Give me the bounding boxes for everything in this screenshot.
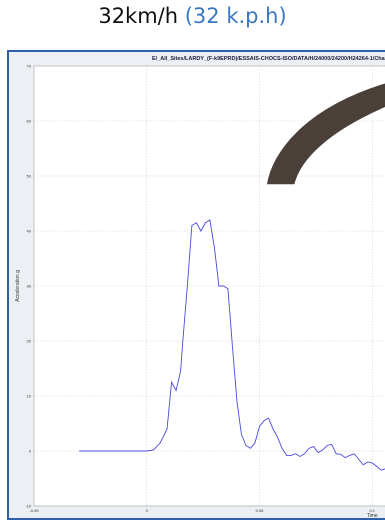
series-line xyxy=(79,219,385,471)
curved-arrow-annotation xyxy=(265,81,385,186)
window-title: E/_All_Sites/LARDY_(F-k9EPRD)/ESSAIS-CHO… xyxy=(152,56,385,62)
x-tick-label: -0.05 xyxy=(29,508,39,513)
y-tick-label: 60 xyxy=(27,119,32,124)
x-tick-label: 0.1 xyxy=(369,508,375,513)
y-tick-label: 50 xyxy=(27,174,32,179)
y-axis-label: Acceleration g xyxy=(15,270,21,302)
y-tick-label: 70 xyxy=(27,64,32,69)
speed-heading: 32km/h (32 k.p.h) xyxy=(0,4,385,28)
y-tick-label: 30 xyxy=(27,284,32,289)
x-axis-label: Time xyxy=(367,513,378,519)
plot-window: E/_All_Sites/LARDY_(F-k9EPRD)/ESSAIS-CHO… xyxy=(7,50,385,520)
y-tick-label: 20 xyxy=(27,339,32,344)
x-tick-label: 0 xyxy=(146,508,149,513)
x-tick-label: 0.05 xyxy=(256,508,265,513)
y-tick-label: 10 xyxy=(27,394,32,399)
speed-heading-main: 32km/h xyxy=(98,4,185,28)
y-tick-label: 0 xyxy=(29,449,32,454)
speed-heading-accent: (32 k.p.h) xyxy=(184,4,287,28)
y-tick-label: 40 xyxy=(27,229,32,234)
y-tick-label: -10 xyxy=(25,504,32,509)
grid-lines xyxy=(33,65,385,507)
